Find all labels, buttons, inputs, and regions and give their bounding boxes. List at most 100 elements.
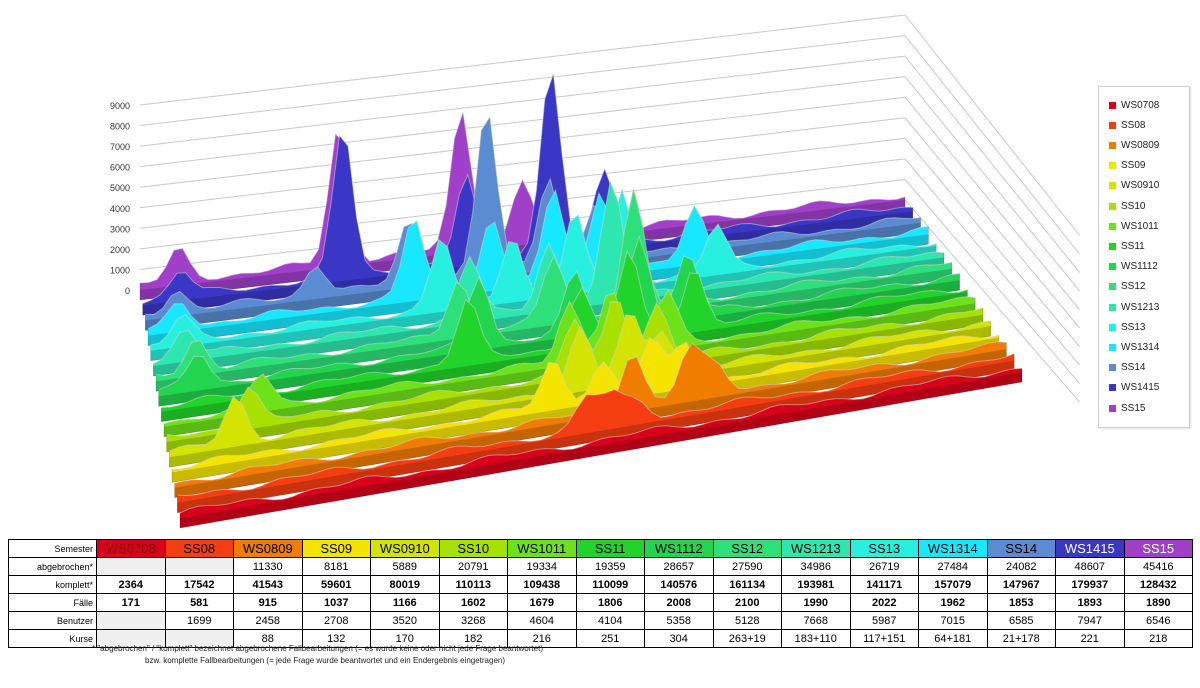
semester-table: Semester WS0708 SS08 WS0809 SS09 WS0910 SS10 WS… — [8, 539, 1193, 648]
semester-header-cell: SS11 — [575, 539, 645, 558]
legend-label: WS1011 — [1121, 220, 1159, 232]
table-cell: 1166 — [370, 593, 440, 612]
table-cell: 28657 — [644, 557, 714, 576]
table-row-label: Benutzer — [8, 611, 97, 630]
legend-label: SS14 — [1121, 362, 1146, 374]
table-row-label: komplett* — [8, 575, 97, 594]
table-cell: 110099 — [575, 575, 645, 594]
semester-header-cell: SS12 — [712, 539, 782, 558]
table-cell: 11330 — [233, 557, 303, 576]
table-cell: 1853 — [986, 593, 1056, 612]
legend-swatch — [1109, 162, 1116, 170]
semester-header-cell: SS08 — [164, 539, 234, 558]
semester-header-cell: WS1112 — [644, 539, 714, 558]
legend-label: WS1213 — [1121, 301, 1160, 313]
table-cell: 193981 — [781, 575, 851, 594]
table-cell: 161134 — [712, 575, 782, 594]
table-cell: 132 — [301, 629, 371, 648]
gridline — [139, 158, 1080, 366]
table-cell: 3520 — [370, 611, 440, 630]
gridline — [139, 55, 1080, 273]
ribbon-WS1112 — [158, 235, 960, 407]
gridline — [139, 35, 1080, 255]
y-tick-label: 4000 — [110, 204, 130, 214]
table-cell: 1037 — [301, 593, 371, 612]
table-cell: 141171 — [849, 575, 919, 594]
gridline — [139, 117, 1080, 329]
legend-item: SS15 — [1109, 401, 1145, 415]
table-cell: 216 — [507, 629, 577, 648]
semester-header-cell: SS09 — [301, 539, 371, 558]
table-cell: 147967 — [986, 575, 1056, 594]
table-row: Fälle 171 581 915 1037 1166 1602 1679 1806 2008 21… — [8, 593, 1193, 612]
table-cell: 41543 — [233, 575, 303, 594]
semester-header-cell: SS14 — [986, 539, 1056, 558]
legend-label: SS13 — [1121, 321, 1146, 333]
y-tick-label: 3000 — [110, 224, 130, 234]
ribbon-edge-SS09 — [171, 334, 999, 470]
table-cell: 88 — [233, 629, 303, 648]
legend-item: SS13 — [1109, 320, 1145, 334]
table-cell: 21+178 — [986, 629, 1056, 648]
ribbon-face-WS0708 — [180, 372, 1022, 528]
legend-item: WS1213 — [1109, 300, 1159, 314]
table-cell: 2708 — [301, 611, 371, 630]
legend-item: SS14 — [1109, 361, 1145, 375]
table-cell: 5889 — [370, 557, 440, 576]
legend-item: WS1314 — [1109, 340, 1159, 354]
legend-swatch — [1109, 182, 1116, 190]
semester-header-cell: SS10 — [438, 539, 508, 558]
legend-label: WS1314 — [1121, 341, 1160, 353]
y-tick-label: 5000 — [110, 183, 130, 193]
ribbon-edge-SS08 — [177, 353, 1015, 497]
table-cell: 140576 — [644, 575, 714, 594]
y-tick-label: 8000 — [110, 122, 130, 132]
legend-label: WS0809 — [1121, 139, 1160, 151]
table-cell: 179937 — [1055, 575, 1125, 594]
legend-item: SS10 — [1109, 199, 1145, 213]
ribbon-WS1314 — [147, 189, 929, 346]
legend-item: WS1415 — [1109, 381, 1159, 395]
gridline — [139, 14, 1080, 236]
gridline — [139, 178, 1080, 384]
table-cell: 6585 — [986, 611, 1056, 630]
table-cell: 109438 — [507, 575, 577, 594]
legend-item: WS0809 — [1109, 138, 1159, 152]
legend-swatch — [1109, 222, 1116, 230]
table-row: abgebrochen* 11330 8181 5889 20791 19334 19359… — [8, 557, 1193, 576]
table-cell: 7668 — [781, 611, 851, 630]
y-tick-label: 0 — [125, 286, 130, 296]
table-cell: 218 — [1123, 629, 1193, 648]
ribbon-edge-SS15 — [139, 111, 906, 284]
table-row-label: abgebrochen* — [8, 557, 97, 576]
table-cell: 263+19 — [712, 629, 782, 648]
table-cell: 27590 — [712, 557, 782, 576]
table-cell: 48607 — [1055, 557, 1125, 576]
legend-item: SS08 — [1109, 118, 1145, 132]
ribbon-WS1415 — [142, 73, 914, 316]
ribbon-edge-SS12 — [155, 188, 952, 377]
table-cell: 1893 — [1055, 593, 1125, 612]
legend-item: SS09 — [1109, 159, 1145, 173]
ribbon-edge-WS0910 — [169, 314, 991, 452]
semester-header-cell: WS1011 — [507, 539, 577, 558]
table-cell: 2100 — [712, 593, 782, 612]
chart-gridlines — [139, 14, 1080, 403]
table-cell: 2022 — [849, 593, 919, 612]
ribbon-WS0910 — [169, 314, 992, 468]
ribbon-edge-WS0708 — [179, 367, 1023, 514]
table-cell: 2364 — [96, 575, 166, 594]
semester-header-cell: SS13 — [849, 539, 919, 558]
ribbon-chart: 9000 8000 7000 6000 5000 4000 3000 2000 1000 0 — [110, 14, 1080, 529]
table-cell: 1990 — [781, 593, 851, 612]
semester-header-cell: SS15 — [1123, 539, 1193, 558]
table-row-label: Semester — [8, 539, 97, 558]
table-cell: 251 — [575, 629, 645, 648]
legend-swatch — [1109, 101, 1116, 109]
table-cell: 6546 — [1123, 611, 1193, 630]
legend-item: WS1112 — [1109, 260, 1158, 274]
legend-swatch — [1109, 364, 1116, 372]
legend-item: WS0910 — [1109, 179, 1159, 193]
table-cell: 304 — [644, 629, 714, 648]
table-cell: 2008 — [644, 593, 714, 612]
